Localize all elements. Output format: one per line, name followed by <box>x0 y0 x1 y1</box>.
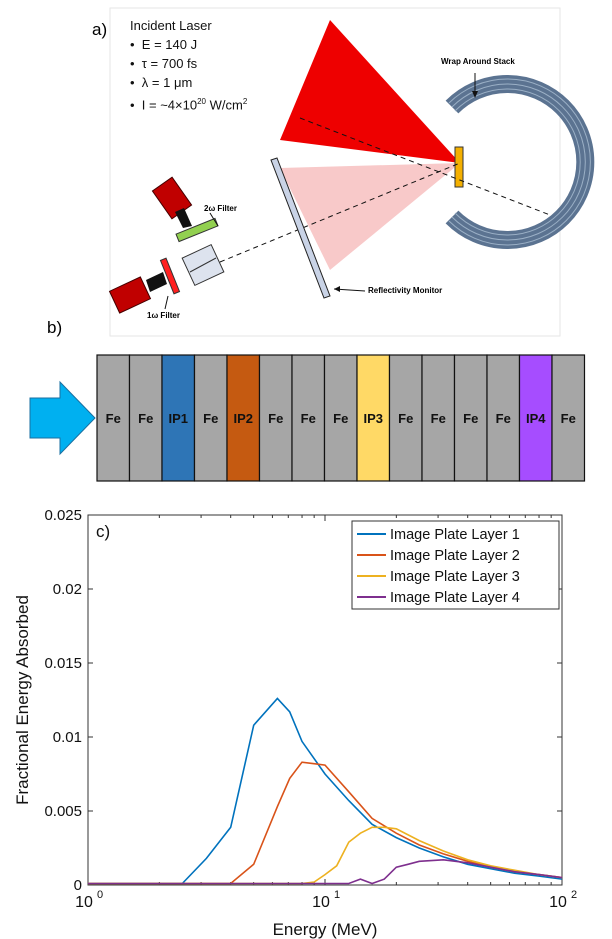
wrap-around-stack <box>445 75 595 249</box>
x-tick-label: 10 <box>312 894 330 911</box>
panel-b-diagram: Fe Fe IP1 Fe IP2 Fe Fe Fe IP3 Fe Fe Fe Fe IP4 Fe <box>29 354 586 482</box>
1w-filter <box>159 257 181 295</box>
stack-layer-6 <box>258 354 293 482</box>
x-tick-exponent: 1 <box>334 889 340 901</box>
stack-layer-9 <box>356 354 391 482</box>
camera-upper <box>151 176 193 228</box>
wrap-around-label: Wrap Around Stack <box>441 57 515 66</box>
stack-layer-label: Fe <box>203 411 218 426</box>
stack-layer-label: Fe <box>301 411 316 426</box>
legend: Image Plate Layer 1 Image Plate Layer 2 Im… <box>351 520 560 610</box>
2w-filter <box>175 217 219 243</box>
panel-b-label: b) <box>47 318 63 337</box>
beam-axis-lower <box>219 162 461 263</box>
panel-c-label: c) <box>96 522 110 541</box>
x-tick-exponent: 0 <box>97 889 103 901</box>
x-axis-label: Energy (MeV) <box>273 920 378 939</box>
stack-layer-label: Fe <box>333 411 348 426</box>
stack-layer-label: IP4 <box>526 411 546 426</box>
series-line-3 <box>88 826 563 885</box>
legend-label: Image Plate Layer 3 <box>390 569 520 585</box>
laser-parameters: Incident Laser • E = 140 J • τ = 700 fs … <box>130 16 247 114</box>
laser-bullet: • λ = 1 μm <box>130 75 193 90</box>
stack-layer-5 <box>226 354 261 482</box>
stack-layer-label: Fe <box>561 411 576 426</box>
1w-filter-label: 1ω Filter <box>147 311 180 320</box>
incident-laser-cone <box>280 163 460 270</box>
laser-bullet: • E = 140 J <box>130 37 198 52</box>
beam-splitter-cube <box>181 243 225 287</box>
y-tick-label: 0.025 <box>44 507 82 524</box>
stack-layer-label: Fe <box>106 411 121 426</box>
legend-box <box>351 520 560 610</box>
laser-bullet: • I = ~4×1020 W/cm2 <box>130 97 248 113</box>
reflectivity-label: Reflectivity Monitor <box>368 286 443 295</box>
stack-layer-2 <box>128 354 163 482</box>
stack-layer-4 <box>193 354 228 482</box>
panel-a-label: a) <box>92 20 108 39</box>
reflectivity-monitor <box>270 157 331 299</box>
legend-label: Image Plate Layer 1 <box>390 527 520 543</box>
camera-lower <box>108 272 167 314</box>
stack-layer-label: Fe <box>463 411 478 426</box>
stack-layer-label: Fe <box>268 411 283 426</box>
series-line-4 <box>88 858 563 885</box>
2w-filter-label: 2ω Filter <box>204 204 237 213</box>
stack-layer-3 <box>161 354 196 482</box>
legend-label: Image Plate Layer 2 <box>390 548 520 564</box>
x-tick-label: 10 <box>549 894 567 911</box>
y-tick-label: 0 <box>74 877 82 894</box>
stack-layer-11 <box>421 354 456 482</box>
panel-a-frame <box>109 7 561 337</box>
stack-layer-label: Fe <box>398 411 413 426</box>
laser-title: Incident Laser <box>130 18 212 33</box>
stack-layer-1 <box>96 354 131 482</box>
series-line-1 <box>88 697 563 885</box>
stack-layer-label: Fe <box>496 411 511 426</box>
stack-layer-12 <box>453 354 488 482</box>
stack-layer-10 <box>388 354 423 482</box>
reflected-laser-cone <box>280 20 460 163</box>
laser-bullet: • τ = 700 fs <box>130 56 198 71</box>
stack-layer-15 <box>551 354 586 482</box>
panel-a-diagram <box>108 7 595 337</box>
target <box>454 146 464 188</box>
x-tick-label: 10 <box>75 894 93 911</box>
y-axis-label: Fractional Energy Absorbed <box>13 595 32 805</box>
stack-layer-label: IP1 <box>168 411 188 426</box>
stack-layer-label: IP3 <box>363 411 383 426</box>
y-tick-label: 0.02 <box>53 581 82 598</box>
y-tick-label: 0.015 <box>44 655 82 672</box>
beam-arrow <box>29 380 96 456</box>
stack-layer-7 <box>291 354 326 482</box>
stack-layer-label: Fe <box>431 411 446 426</box>
stack-layer-label: Fe <box>138 411 153 426</box>
y-tick-label: 0.005 <box>44 803 82 820</box>
y-tick-label: 0.01 <box>53 729 82 746</box>
legend-label: Image Plate Layer 4 <box>390 590 520 606</box>
stack-layer-label: IP2 <box>233 411 253 426</box>
x-tick-exponent: 2 <box>571 889 577 901</box>
